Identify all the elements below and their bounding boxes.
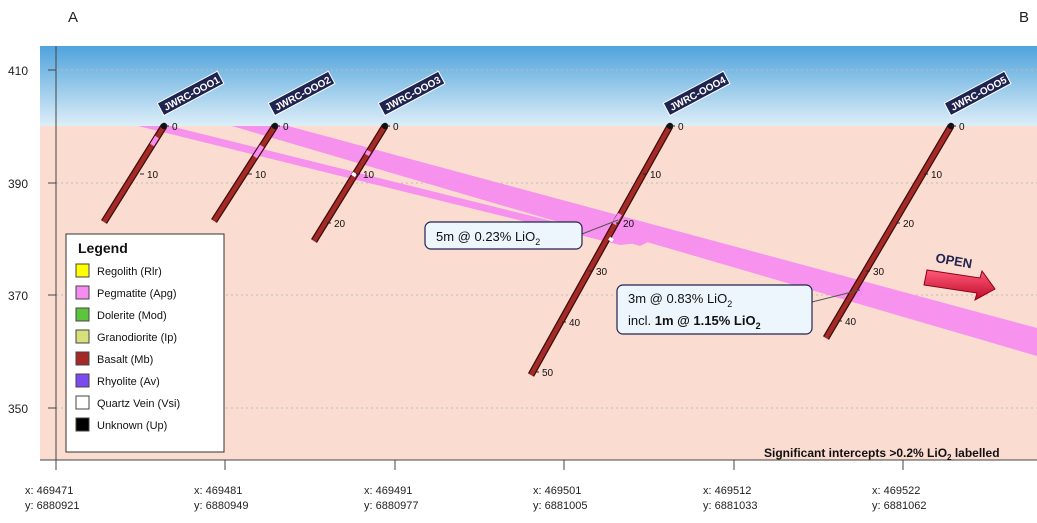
x-tick-northing: y: 6880977: [364, 500, 418, 512]
legend-item-label: Rhyolite (Av): [97, 376, 160, 388]
y-axis-labels: 410 390 370 350: [8, 64, 28, 416]
y-tick-label: 390: [8, 177, 28, 191]
open-label: OPEN: [934, 250, 973, 271]
x-tick-easting: x: 469471: [25, 485, 73, 497]
y-tick-label: 370: [8, 289, 28, 303]
legend-swatch-unknown: [75, 417, 90, 432]
x-tick-easting: x: 469491: [364, 485, 412, 497]
y-axis-ticks: [48, 69, 56, 409]
depth-label: 30: [873, 267, 885, 278]
depth-label: 0: [678, 122, 684, 133]
x-axis-labels: x: 469471 y: 6880921 x: 469481 y: 688094…: [25, 485, 926, 512]
depth-ticks: [140, 125, 956, 373]
legend-item-label: Regolith (Rlr): [97, 266, 162, 278]
x-tick-northing: y: 6881033: [703, 500, 757, 512]
depth-label: 0: [393, 122, 399, 133]
x-tick-easting: x: 469522: [872, 485, 920, 497]
depth-label: 20: [623, 219, 635, 230]
legend-swatch-quartz-vein: [75, 395, 90, 410]
legend-swatch-regolith: [75, 263, 90, 278]
legend-item-label: Unknown (Up): [97, 420, 167, 432]
depth-label: 10: [255, 170, 267, 181]
legend-swatch-basalt: [75, 351, 90, 366]
legend-swatch-dolerite: [75, 307, 90, 322]
svg-text:3m @ 0.83% LiO2: 3m @ 0.83% LiO2: [628, 291, 732, 309]
depth-label: 20: [903, 219, 915, 230]
legend-swatch-rhyolite: [75, 373, 90, 388]
depth-label: 10: [931, 170, 943, 181]
footer-note: Significant intercepts >0.2% LiO2 labell…: [764, 446, 1000, 462]
x-tick-northing: y: 6881062: [872, 500, 926, 512]
drill-hole-jwrc-ooo2: [212, 124, 277, 223]
depth-label: 10: [650, 170, 662, 181]
y-tick-label: 410: [8, 64, 28, 78]
intercept-callout-2: 3m @ 0.83% LiO2 incl. 1m @ 1.15% LiO2: [616, 284, 813, 335]
depth-label: 30: [596, 267, 608, 278]
x-tick-northing: y: 6880949: [194, 500, 248, 512]
quartz-vein-intervals: [351, 171, 614, 243]
legend-title: Legend: [78, 240, 128, 256]
intercept-leader-line: [581, 219, 619, 235]
intercept-callout-1: 5m @ 0.23% LiO2: [424, 221, 583, 250]
depth-label: 40: [845, 317, 857, 328]
x-tick-northing: y: 6880921: [25, 500, 79, 512]
pegmatite-dykes: [138, 126, 1037, 356]
collar-points: [160, 122, 955, 130]
x-tick-easting: x: 469512: [703, 485, 751, 497]
pegmatite-dyke-main: [250, 126, 1037, 356]
pegmatite-intervals: [150, 135, 865, 301]
open-arrow: OPEN: [923, 250, 996, 302]
legend-item-label: Basalt (Mb): [97, 354, 153, 366]
depth-label: 20: [334, 219, 346, 230]
legend-item-label: Pegmatite (Apg): [97, 288, 176, 300]
legend: Legend Regolith (Rlr) Pegmatite (Apg) Do…: [65, 233, 225, 453]
x-tick-easting: x: 469501: [533, 485, 581, 497]
svg-text:incl. 1m @ 1.15% LiO2: incl. 1m @ 1.15% LiO2: [628, 313, 761, 331]
x-tick-northing: y: 6881005: [533, 500, 587, 512]
depth-label: 40: [569, 318, 581, 329]
pegmatite-dyke-upper-a: [138, 126, 640, 245]
drill-hole-jwrc-ooo4: [529, 124, 672, 377]
depth-label: 50: [542, 368, 554, 379]
depth-label: 10: [147, 170, 159, 181]
depth-label: 0: [172, 122, 178, 133]
depth-labels: 0 10 0 10 0 10 20 0 10 20 30 40 50 0 10 …: [147, 122, 965, 379]
x-tick-easting: x: 469481: [194, 485, 242, 497]
drill-hole-jwrc-ooo5: [824, 124, 953, 340]
legend-swatch-pegmatite: [75, 285, 90, 300]
svg-text:5m @ 0.23% LiO2: 5m @ 0.23% LiO2: [436, 229, 540, 247]
depth-label: 10: [363, 170, 375, 181]
drill-hole-traces: [102, 124, 953, 377]
intercept-leader-line: [811, 289, 861, 303]
legend-item-label: Quartz Vein (Vsi): [97, 398, 180, 410]
x-axis-ticks: [55, 460, 904, 470]
legend-item-label: Granodiorite (Ip): [97, 332, 177, 344]
y-tick-label: 350: [8, 402, 28, 416]
depth-label: 0: [959, 122, 965, 133]
section-start-label: A: [68, 9, 78, 26]
drill-hole-jwrc-ooo3: [312, 124, 387, 243]
pegmatite-dyke-lower-b: [232, 126, 660, 246]
gridlines: [56, 69, 1037, 409]
legend-swatch-granodiorite: [75, 329, 90, 344]
depth-label: 0: [283, 122, 289, 133]
legend-item-label: Dolerite (Mod): [97, 310, 167, 322]
section-end-label: B: [1019, 9, 1029, 26]
